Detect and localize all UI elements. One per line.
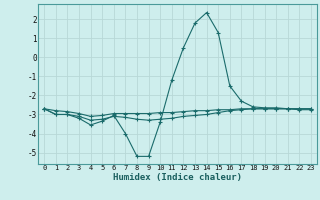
X-axis label: Humidex (Indice chaleur): Humidex (Indice chaleur) bbox=[113, 173, 242, 182]
